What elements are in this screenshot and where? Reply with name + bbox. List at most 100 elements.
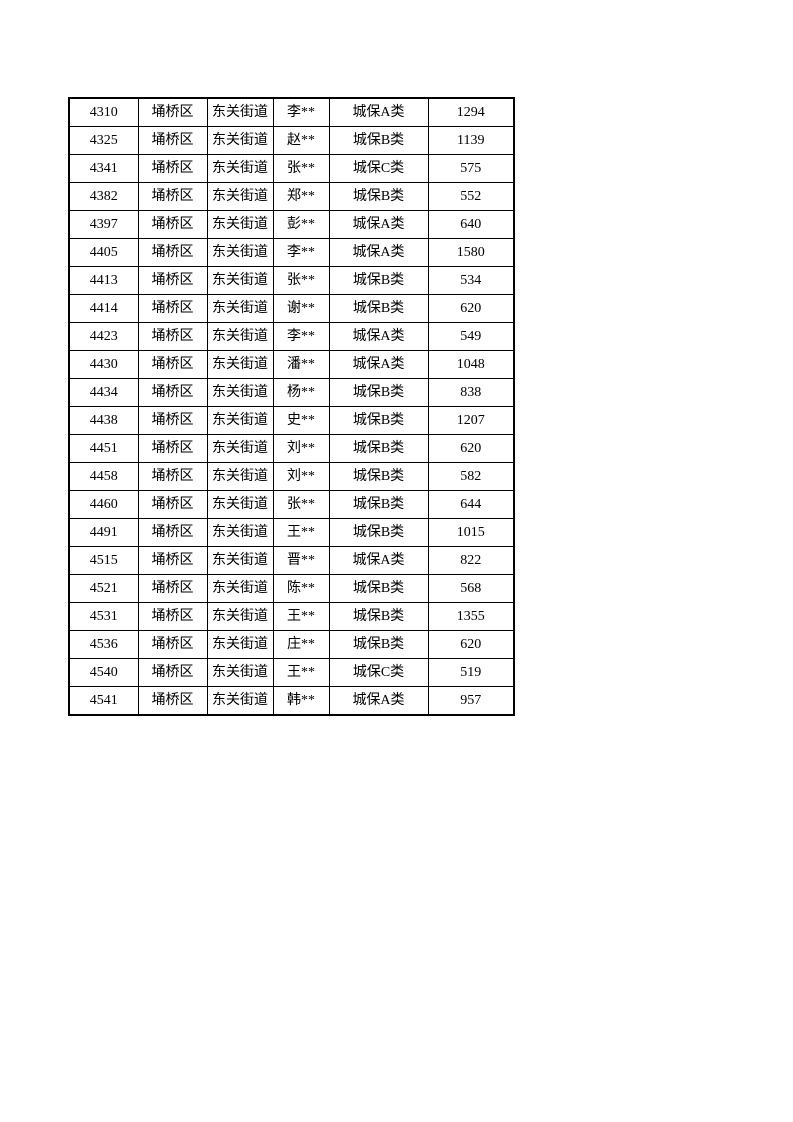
table-row: 4397 埇桥区 东关街道 彭** 城保A类 640 (68, 210, 515, 239)
cell-district: 埇桥区 (137, 294, 208, 323)
cell-street: 东关街道 (206, 406, 274, 435)
cell-amount: 640 (427, 210, 515, 239)
cell-street: 东关街道 (206, 322, 274, 351)
cell-name: 庄** (272, 630, 330, 659)
cell-id: 4397 (68, 210, 139, 239)
cell-street: 东关街道 (206, 154, 274, 183)
cell-name: 李** (272, 238, 330, 267)
cell-district: 埇桥区 (137, 238, 208, 267)
cell-district: 埇桥区 (137, 686, 208, 716)
cell-street: 东关街道 (206, 574, 274, 603)
cell-amount: 822 (427, 546, 515, 575)
cell-id: 4460 (68, 490, 139, 519)
cell-amount: 582 (427, 462, 515, 491)
cell-id: 4451 (68, 434, 139, 463)
cell-category: 城保B类 (328, 126, 429, 155)
cell-name: 彭** (272, 210, 330, 239)
cell-street: 东关街道 (206, 686, 274, 716)
cell-id: 4414 (68, 294, 139, 323)
cell-id: 4515 (68, 546, 139, 575)
cell-district: 埇桥区 (137, 266, 208, 295)
cell-name: 张** (272, 266, 330, 295)
cell-name: 郑** (272, 182, 330, 211)
cell-amount: 534 (427, 266, 515, 295)
table-row: 4438 埇桥区 东关街道 史** 城保B类 1207 (68, 406, 515, 435)
cell-category: 城保B类 (328, 574, 429, 603)
cell-amount: 1139 (427, 126, 515, 155)
cell-name: 晋** (272, 546, 330, 575)
cell-category: 城保B类 (328, 294, 429, 323)
table-row: 4536 埇桥区 东关街道 庄** 城保B类 620 (68, 630, 515, 659)
cell-id: 4405 (68, 238, 139, 267)
cell-category: 城保A类 (328, 97, 429, 127)
cell-amount: 1048 (427, 350, 515, 379)
table-row: 4382 埇桥区 东关街道 郑** 城保B类 552 (68, 182, 515, 211)
cell-district: 埇桥区 (137, 630, 208, 659)
cell-district: 埇桥区 (137, 97, 208, 127)
cell-street: 东关街道 (206, 238, 274, 267)
cell-id: 4521 (68, 574, 139, 603)
cell-category: 城保B类 (328, 602, 429, 631)
table-row: 4451 埇桥区 东关街道 刘** 城保B类 620 (68, 434, 515, 463)
cell-name: 陈** (272, 574, 330, 603)
cell-category: 城保B类 (328, 378, 429, 407)
cell-district: 埇桥区 (137, 602, 208, 631)
cell-street: 东关街道 (206, 462, 274, 491)
cell-district: 埇桥区 (137, 182, 208, 211)
cell-amount: 1207 (427, 406, 515, 435)
cell-street: 东关街道 (206, 182, 274, 211)
table-row: 4515 埇桥区 东关街道 晋** 城保A类 822 (68, 546, 515, 575)
cell-district: 埇桥区 (137, 574, 208, 603)
cell-category: 城保A类 (328, 238, 429, 267)
cell-district: 埇桥区 (137, 406, 208, 435)
cell-district: 埇桥区 (137, 546, 208, 575)
cell-name: 张** (272, 154, 330, 183)
cell-category: 城保B类 (328, 490, 429, 519)
cell-amount: 1015 (427, 518, 515, 547)
cell-name: 韩** (272, 686, 330, 716)
cell-name: 李** (272, 322, 330, 351)
cell-street: 东关街道 (206, 126, 274, 155)
cell-name: 刘** (272, 462, 330, 491)
cell-id: 4423 (68, 322, 139, 351)
cell-id: 4491 (68, 518, 139, 547)
table-row: 4460 埇桥区 东关街道 张** 城保B类 644 (68, 490, 515, 519)
cell-amount: 1580 (427, 238, 515, 267)
table-row: 4430 埇桥区 东关街道 潘** 城保A类 1048 (68, 350, 515, 379)
cell-district: 埇桥区 (137, 518, 208, 547)
cell-amount: 1294 (427, 97, 515, 127)
cell-id: 4434 (68, 378, 139, 407)
cell-district: 埇桥区 (137, 490, 208, 519)
cell-id: 4310 (68, 97, 139, 127)
cell-name: 刘** (272, 434, 330, 463)
cell-id: 4413 (68, 266, 139, 295)
cell-district: 埇桥区 (137, 350, 208, 379)
cell-name: 王** (272, 602, 330, 631)
table-row: 4434 埇桥区 东关街道 杨** 城保B类 838 (68, 378, 515, 407)
cell-amount: 519 (427, 658, 515, 687)
cell-amount: 575 (427, 154, 515, 183)
cell-name: 张** (272, 490, 330, 519)
cell-category: 城保B类 (328, 462, 429, 491)
table-row: 4310 埇桥区 东关街道 李** 城保A类 1294 (68, 97, 515, 127)
cell-name: 史** (272, 406, 330, 435)
cell-id: 4382 (68, 182, 139, 211)
table-row: 4413 埇桥区 东关街道 张** 城保B类 534 (68, 266, 515, 295)
cell-id: 4325 (68, 126, 139, 155)
cell-name: 王** (272, 518, 330, 547)
cell-category: 城保A类 (328, 350, 429, 379)
cell-street: 东关街道 (206, 602, 274, 631)
cell-street: 东关街道 (206, 210, 274, 239)
table-row: 4531 埇桥区 东关街道 王** 城保B类 1355 (68, 602, 515, 631)
cell-amount: 1355 (427, 602, 515, 631)
cell-category: 城保A类 (328, 210, 429, 239)
benefits-table-body: 4310 埇桥区 东关街道 李** 城保A类 1294 4325 埇桥区 东关街道 赵** 城保B类… (68, 97, 515, 716)
table-row: 4341 埇桥区 东关街道 张** 城保C类 575 (68, 154, 515, 183)
cell-street: 东关街道 (206, 518, 274, 547)
benefits-table: 4310 埇桥区 东关街道 李** 城保A类 1294 4325 埇桥区 东关街道 赵** 城保B类… (68, 97, 515, 716)
cell-street: 东关街道 (206, 378, 274, 407)
cell-category: 城保B类 (328, 630, 429, 659)
cell-name: 赵** (272, 126, 330, 155)
cell-street: 东关街道 (206, 658, 274, 687)
